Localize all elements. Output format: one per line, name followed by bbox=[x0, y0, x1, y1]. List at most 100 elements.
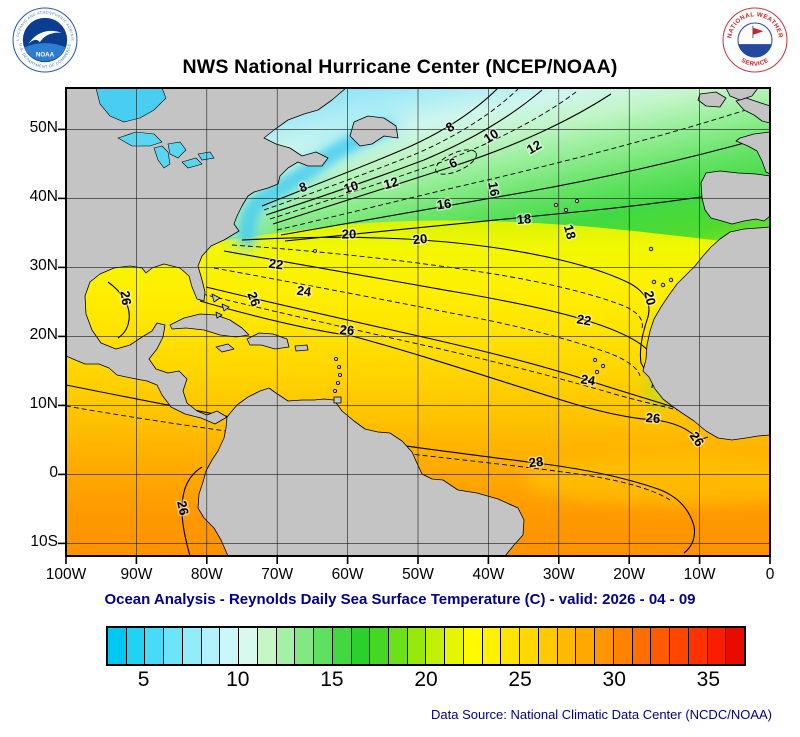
y-tick-label: 50N bbox=[29, 119, 58, 137]
colorbar-segment bbox=[294, 628, 314, 664]
y-tick-label: 20N bbox=[29, 326, 58, 344]
trinidad bbox=[333, 396, 342, 404]
x-tick-label: 20W bbox=[613, 566, 646, 583]
colorbar-tick-label: 5 bbox=[137, 668, 150, 691]
contour-label: 26 bbox=[645, 410, 661, 426]
colorbar-segment bbox=[275, 628, 295, 664]
contour-label: 20 bbox=[412, 231, 428, 247]
colorbar-segment bbox=[594, 628, 613, 664]
nws-seal-icon: NATIONAL WEATHER SERVICE bbox=[722, 7, 788, 73]
contour-label: 12 bbox=[382, 174, 400, 192]
colorbar-tick-label: 25 bbox=[508, 668, 532, 691]
noaa-logo: NATIONAL OCEANIC AND ATMOSPHERIC ADMINIS… bbox=[10, 4, 78, 73]
axis-ticks bbox=[58, 128, 771, 564]
contour-label: 16 bbox=[485, 181, 502, 198]
colorbar-segment bbox=[687, 628, 707, 664]
colorbar-segment bbox=[181, 628, 201, 664]
cape-verde bbox=[592, 357, 598, 363]
colorbar-segment bbox=[163, 628, 182, 664]
sst-map: 8 10 12 6 16 8 10 12 16 18 18 20 20 22 24 26 26 22 20 24 26 2… bbox=[30, 87, 774, 583]
inland-water bbox=[95, 88, 215, 169]
data-source-caption: Data Source: National Climatic Data Cent… bbox=[431, 707, 772, 722]
colorbar-segment bbox=[669, 628, 688, 664]
iberia bbox=[700, 170, 770, 225]
x-tick-label: 40W bbox=[472, 566, 505, 583]
colorbar-segment bbox=[350, 628, 370, 664]
contour-label: 22 bbox=[268, 256, 284, 273]
x-tick-label: 0 bbox=[765, 566, 775, 583]
x-tick-label: 30W bbox=[542, 566, 575, 583]
contour-label: 26 bbox=[174, 499, 192, 516]
colorbar-segment bbox=[444, 628, 463, 664]
africa bbox=[642, 226, 770, 441]
colorbar-segment bbox=[612, 628, 632, 664]
colorbar-segment bbox=[219, 628, 239, 664]
contour-label: 20 bbox=[342, 227, 356, 242]
hudson-bay bbox=[95, 88, 167, 123]
nws-flag-icon bbox=[752, 27, 764, 35]
hispaniola bbox=[246, 332, 290, 350]
cuba bbox=[169, 313, 250, 338]
bahamas bbox=[211, 293, 230, 319]
colorbar-segment bbox=[425, 628, 445, 664]
colorbar-segment bbox=[388, 628, 407, 664]
x-tick-label: 80W bbox=[190, 566, 223, 583]
colorbar-segment bbox=[519, 628, 538, 664]
colorbar-segment bbox=[200, 628, 220, 664]
y-tick-label: 30N bbox=[29, 257, 58, 275]
map-frame bbox=[65, 87, 771, 557]
contour-label: 18 bbox=[516, 211, 531, 227]
svg-text:SERVICE: SERVICE bbox=[740, 57, 770, 68]
contour-label: 26 bbox=[118, 290, 135, 306]
y-tick-label: 10N bbox=[29, 395, 58, 413]
x-tick-label: 10W bbox=[683, 566, 716, 583]
contour-label: 10 bbox=[342, 178, 360, 197]
colorbar-segment bbox=[108, 628, 126, 664]
nws-logo: NATIONAL WEATHER SERVICE bbox=[722, 7, 788, 73]
x-tick-label: 50W bbox=[402, 566, 434, 583]
noaa-seal-icon: NATIONAL OCEANIC AND ATMOSPHERIC ADMINIS… bbox=[10, 4, 78, 73]
nws-gull-icon bbox=[746, 40, 764, 44]
colorbar-segment bbox=[331, 628, 351, 664]
contour-label: 20 bbox=[641, 289, 659, 306]
latlon-grid bbox=[66, 88, 770, 556]
colorbar-segment bbox=[500, 628, 520, 664]
jamaica bbox=[215, 343, 235, 353]
colorbar-tick-label: 20 bbox=[414, 668, 438, 691]
colorbar-segment bbox=[556, 628, 576, 664]
france bbox=[735, 131, 770, 175]
contour-label: 18 bbox=[561, 223, 579, 241]
noaa-sea-icon bbox=[24, 43, 66, 62]
x-tick-label: 100W bbox=[45, 566, 87, 583]
contour-label: 28 bbox=[528, 454, 544, 470]
colorbar-segment bbox=[650, 628, 670, 664]
colorbar-tick-label: 30 bbox=[602, 668, 626, 691]
colorbar-segment bbox=[369, 628, 389, 664]
y-tick-label: 0 bbox=[49, 464, 58, 482]
nws-sea-icon bbox=[738, 44, 772, 57]
colorbar-segment bbox=[631, 628, 651, 664]
y-tick-label: 40N bbox=[29, 188, 58, 206]
noaa-label: NOAA bbox=[36, 52, 55, 59]
england bbox=[735, 97, 770, 124]
colorbar-segment bbox=[238, 628, 257, 664]
nws-ring-bottom-text: SERVICE bbox=[740, 57, 770, 68]
colorbar-segment bbox=[406, 628, 426, 664]
y-tick-label: 10S bbox=[30, 533, 58, 551]
contour-label: 16 bbox=[436, 196, 452, 213]
canary-islands bbox=[651, 279, 657, 285]
azores bbox=[553, 202, 559, 208]
colorbar-tick-label: 10 bbox=[226, 668, 250, 691]
map-caption: Ocean Analysis - Reynolds Daily Sea Surf… bbox=[104, 591, 696, 608]
contour-label: 22 bbox=[576, 311, 593, 328]
colorbar bbox=[106, 626, 746, 666]
colorbar-segment bbox=[706, 628, 726, 664]
colorbar-segment bbox=[125, 628, 145, 664]
colorbar-segment bbox=[144, 628, 164, 664]
contour-label: 26 bbox=[244, 290, 263, 309]
madeira bbox=[648, 246, 654, 252]
x-tick-label: 60W bbox=[331, 566, 364, 583]
